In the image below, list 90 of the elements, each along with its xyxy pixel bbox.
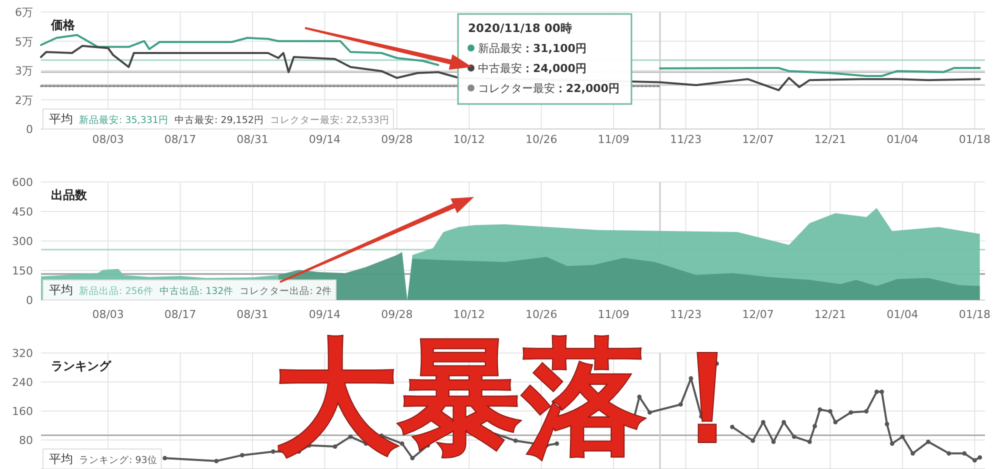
point (807, 440, 812, 444)
x-tick-label: 11/23 (670, 308, 702, 321)
y-tick-label: 6万 (15, 6, 33, 19)
point (648, 410, 652, 415)
point (812, 424, 817, 428)
x-tick-label: 10/12 (453, 133, 486, 146)
annotation: ：24,000円 (522, 62, 586, 75)
x-tick-label: 12/07 (742, 308, 774, 321)
x-tick-label: 01/04 (886, 133, 918, 146)
legend-label: コレクター最安 (478, 82, 555, 95)
point (848, 410, 854, 415)
legend-label: 中古最安 (478, 62, 522, 75)
y-tick-label: 5万 (15, 35, 33, 48)
x-tick-label: 12/07 (742, 133, 774, 146)
x-tick-label: 10/12 (453, 308, 486, 321)
x-tick-label: 11/09 (598, 133, 630, 146)
y-tick-label: 2万 (15, 94, 33, 107)
y-tick-label: 240 (12, 376, 33, 389)
point (730, 424, 734, 430)
annotation: 新品出品: 256件 (79, 285, 154, 297)
x-tick-label: 08/17 (164, 133, 196, 146)
point (900, 434, 905, 439)
point (818, 407, 822, 412)
x-tick-label: 08/03 (92, 133, 124, 146)
y-tick-label: 0 (26, 123, 33, 136)
annotation: 新品最安: 35,331円 (79, 114, 168, 126)
x-tick-label: 12/21 (814, 133, 846, 146)
y-tick-label: 0 (26, 294, 33, 307)
point (884, 422, 890, 426)
legend-label: 新品最安 (478, 42, 522, 55)
annotation: 大暴落！ (274, 326, 770, 469)
point (792, 434, 796, 439)
point (978, 455, 982, 460)
point (874, 390, 879, 394)
text: ランキング (51, 359, 112, 373)
point (782, 420, 786, 424)
x-tick-label: 11/09 (598, 308, 630, 321)
point (972, 458, 977, 462)
annotation: ：31,100円 (522, 42, 586, 55)
x-tick-label: 09/14 (308, 308, 341, 321)
x-tick-label: 10/26 (526, 308, 558, 321)
y-tick-label: 160 (12, 405, 33, 418)
point (962, 451, 967, 456)
point (828, 409, 832, 414)
x-tick-label: 01/18 (958, 133, 991, 146)
point (946, 451, 952, 456)
point (890, 441, 894, 446)
point (750, 438, 756, 443)
point (214, 458, 219, 464)
x-tick-label: 10/26 (526, 133, 558, 146)
x-tick-label: 09/14 (308, 133, 341, 146)
x-tick-label: 08/03 (92, 308, 124, 321)
annotation: ：22,000円 (555, 82, 620, 95)
x-tick-label: 01/04 (886, 308, 918, 321)
annotation: 平均 (49, 283, 73, 297)
point (864, 409, 869, 414)
x-tick-label: 01/18 (958, 308, 991, 321)
x-tick-label: 08/17 (164, 308, 196, 321)
text: 出品数 (51, 188, 88, 202)
y-tick-label: 450 (12, 206, 33, 218)
y-tick-label: 150 (12, 264, 33, 278)
point (833, 420, 838, 424)
x-tick-label: 12/21 (814, 308, 846, 321)
annotation: コレクター出品: 2件 (240, 285, 332, 297)
annotation: ランキング: 93位 (79, 454, 158, 466)
point (678, 402, 683, 407)
annotation: 中古最安: 29,152円 (174, 114, 264, 126)
point (926, 440, 930, 444)
x-tick-label: 08/31 (236, 308, 268, 321)
point (240, 453, 244, 458)
annotation: 平均 (49, 452, 73, 466)
point (910, 451, 915, 456)
point (270, 449, 276, 454)
point (880, 390, 884, 394)
legend-title: 2020/11/18 00時 (468, 21, 572, 35)
x-tick-label: 09/28 (381, 308, 413, 321)
text: 価格 (50, 18, 76, 32)
annotation: コレクター最安: 22,533円 (270, 114, 390, 126)
x-tick-label: 09/28 (381, 133, 413, 146)
point (760, 420, 766, 424)
annotation: 中古出品: 132件 (159, 285, 234, 297)
point (162, 456, 168, 460)
y-tick-label: 320 (12, 347, 33, 360)
y-tick-label: 3万 (15, 64, 33, 78)
x-tick-label: 08/31 (236, 133, 268, 146)
y-tick-label: 80 (19, 434, 33, 447)
y-tick-label: 300 (12, 235, 33, 248)
x-tick-label: 11/23 (670, 133, 702, 146)
y-tick-label: 600 (12, 176, 33, 189)
annotation: 平均 (49, 112, 73, 126)
